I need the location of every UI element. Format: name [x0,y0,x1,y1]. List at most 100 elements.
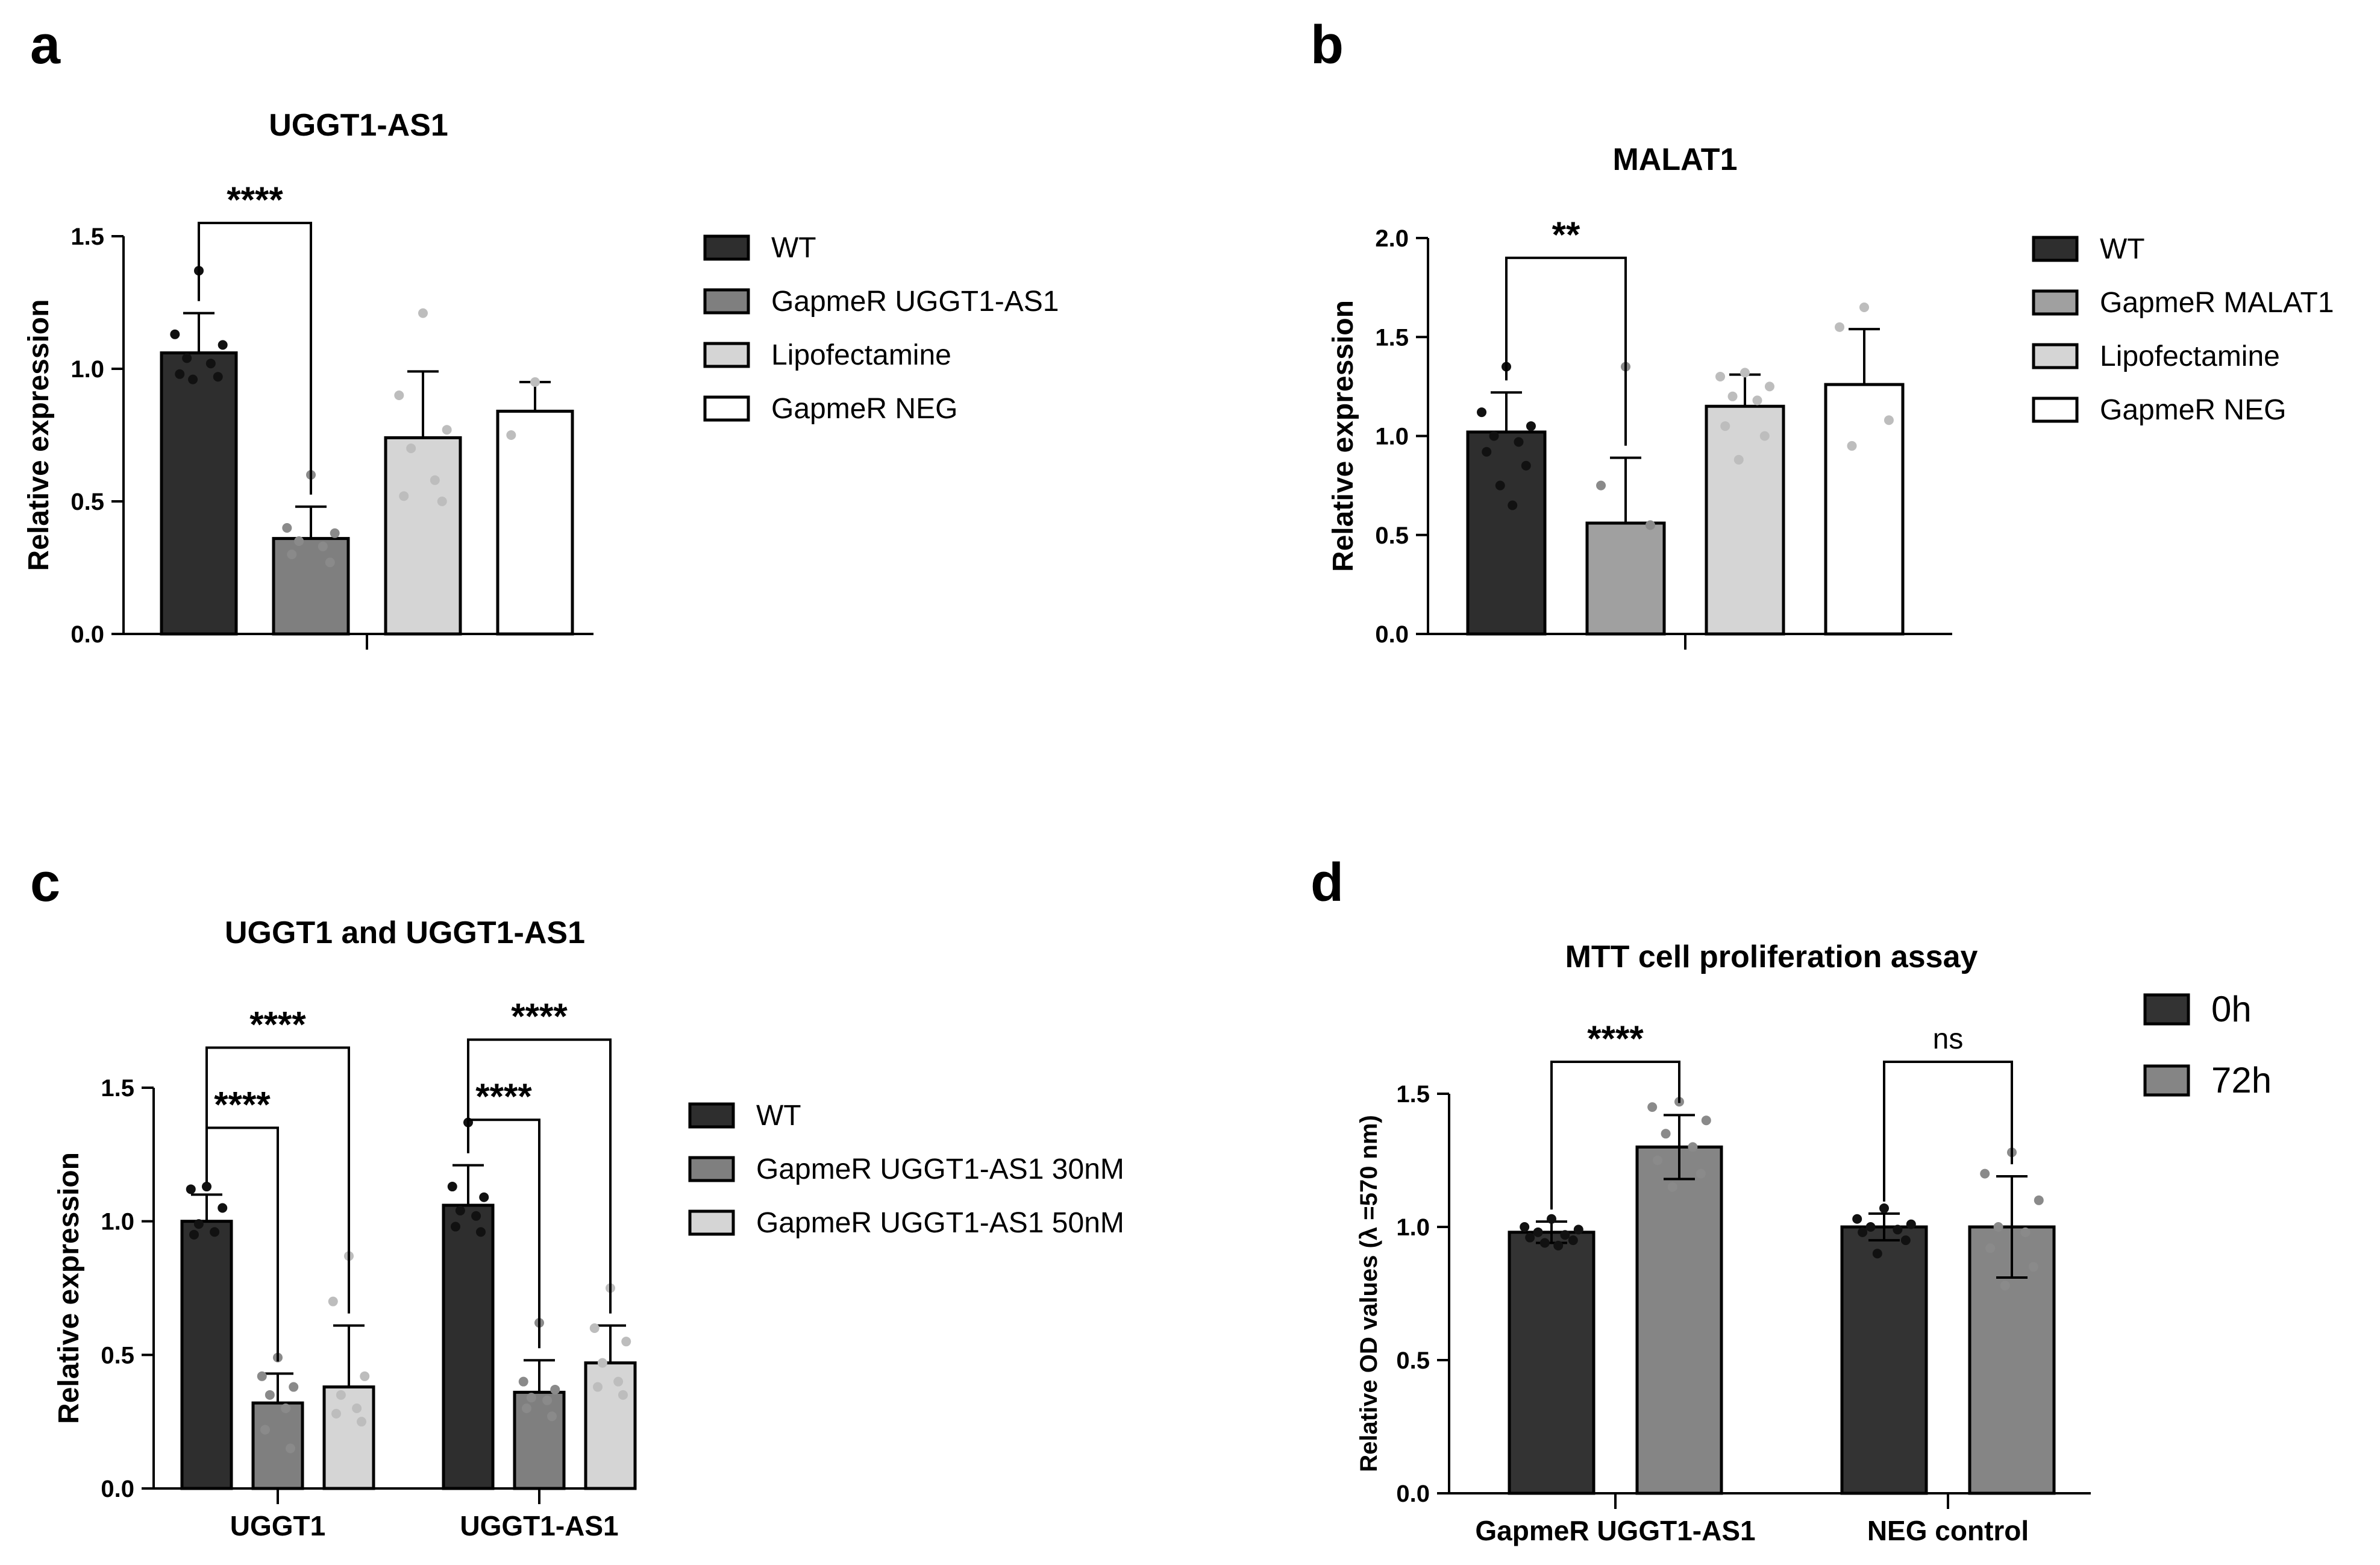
data-point [1906,1219,1916,1229]
chart-title: UGGT1 and UGGT1-AS1 [225,915,585,950]
chart-d: MTT cell proliferation assay 0.0 0.5 1.0 1.5… [1356,939,2272,1546]
panel-a: a UGGT1-AS1 0.0 0.5 1.0 1.5 Relative expressi… [0,0,1190,777]
significance-label: **** [249,1005,306,1045]
data-point [1508,500,1518,510]
y-tick-label: 1.0 [70,356,104,383]
bar-gapmer-uggt1-as1-50nm [584,1361,637,1490]
data-point [260,1425,271,1435]
x-category-label: GapmeR UGGT1-AS1 [1475,1515,1755,1546]
data-point [1835,322,1845,332]
data-point [189,1229,199,1240]
data-point [1573,1225,1583,1235]
data-point [1859,302,1869,312]
data-point [218,1203,228,1213]
y-tick-label: 0.5 [101,1342,134,1369]
data-point [193,1219,204,1229]
data-point [1764,381,1774,392]
data-point [475,1227,486,1237]
data-point [1525,1232,1535,1243]
chart-b: MALAT1 0.0 0.5 1.0 1.5 2.0 Relative expression… [1327,142,2334,650]
panel-b: b MALAT1 0.0 0.5 1.0 1.5 2.0 Relative expressi… [1190,0,2380,777]
data-point [1740,368,1750,378]
bar-0h [1840,1225,1928,1495]
data-point [442,425,452,435]
data-point [186,1184,196,1194]
legend-swatch [2032,343,2079,369]
legend-label: 0h [2211,989,2252,1029]
bar-gapmer-neg [496,409,574,636]
bar-wt [442,1203,495,1490]
data-point [210,1227,220,1237]
data-point [1647,1102,1658,1112]
data-point [479,1192,489,1202]
x-category-label: UGGT1-AS1 [460,1510,618,1541]
data-point [170,329,180,339]
panel-c: c UGGT1 and UGGT1-AS1 0.0 0.5 1.0 1.5 Relativ… [0,777,1190,1565]
data-point [1993,1222,2003,1232]
data-point [202,1182,211,1192]
data-point [1980,1168,1990,1179]
data-point [455,1205,465,1215]
legend-swatch [703,342,750,368]
data-point [1653,1155,1663,1165]
legend-label: GapmeR UGGT1-AS1 [771,286,1059,318]
legend-swatch [2032,236,2079,262]
legend-swatch [688,1156,735,1182]
data-point [1879,1203,1889,1214]
legend-label: WT [756,1100,801,1132]
x-category-label: NEG control [1867,1515,2029,1546]
data-point [1560,1230,1570,1240]
data-point [1521,460,1531,471]
data-point [437,497,447,506]
data-point [1759,431,1770,441]
data-point [328,1296,338,1306]
legend-label: Lipofectamine [771,339,951,371]
data-point [506,430,516,440]
data-point [1900,1235,1911,1246]
y-tick-label: 0.5 [1396,1347,1430,1374]
data-point [330,528,340,538]
data-point [589,1323,600,1333]
y-axis-label: Relative expression [1327,300,1359,572]
data-point [399,491,409,501]
data-point [418,308,428,318]
legend-label: Lipofectamine [2100,340,2280,372]
legend-label: GapmeR MALAT1 [2100,287,2334,319]
data-point [1489,431,1499,441]
data-point [1520,1222,1530,1232]
data-point [287,550,297,559]
legend-label: GapmeR UGGT1-AS1 50nM [756,1207,1124,1239]
data-point [447,1182,457,1192]
data-point [285,1443,295,1454]
data-point [289,1382,299,1392]
significance-label: **** [227,180,283,220]
bar-wt [160,351,238,636]
data-point [331,1408,342,1419]
data-point [542,1395,553,1405]
data-point [1847,441,1857,451]
data-point [546,1411,557,1422]
data-point [1733,454,1744,465]
legend-label: 72h [2211,1060,2272,1100]
data-point [2000,1281,2010,1291]
y-axis-label: Relative expression [53,1152,85,1424]
significance-label: **** [511,996,568,1037]
chart-c: UGGT1 and UGGT1-AS1 0.0 0.5 1.0 1.5 Relative … [53,915,1124,1541]
data-point [1752,395,1762,406]
y-tick-label: 0.0 [70,621,104,648]
data-point [356,1417,366,1427]
significance-bracket [205,1046,350,1314]
significance-bracket [198,222,312,495]
panel-letter-c: c [30,853,61,913]
legend-swatch [2143,1064,2190,1097]
data-point [621,1337,631,1347]
y-axis-label: Relative expression [23,300,55,571]
data-point [1514,437,1524,447]
data-point [1688,1142,1698,1152]
data-point [336,1390,346,1400]
legend-swatch [2032,289,2079,316]
significance-bracket [1550,1060,1680,1210]
data-point [1533,1227,1543,1237]
data-point [213,372,223,382]
data-point [1720,421,1730,431]
